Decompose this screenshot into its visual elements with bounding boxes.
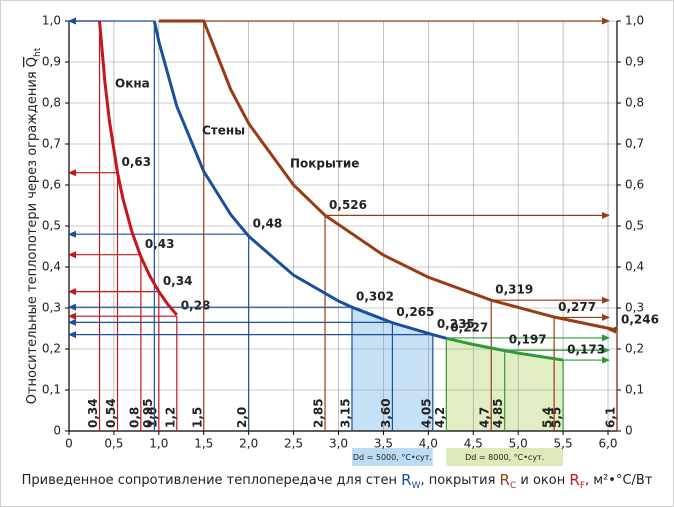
- x-tick-label: 0: [65, 437, 73, 451]
- x-marker-label: 3,15: [338, 398, 352, 428]
- x-marker-label: 1,5: [190, 407, 204, 428]
- x-marker-label: 4,85: [491, 398, 505, 428]
- value-label: 0,277: [558, 300, 596, 314]
- value-label: 0,246: [621, 313, 659, 327]
- y-axis-label: Относительные теплопотери через огражден…: [25, 47, 43, 404]
- x-marker-label: 5,5: [550, 407, 564, 428]
- x-label-part: , покрытия: [420, 473, 499, 488]
- y-tick-label: 0: [53, 424, 61, 438]
- value-label: 0,34: [163, 274, 193, 288]
- y-tick-label: 0,3: [42, 301, 61, 315]
- value-label: 0,173: [567, 343, 605, 357]
- y2-tick-label: 0,3: [625, 301, 644, 315]
- x-label-part: R: [500, 471, 510, 489]
- zone-label: Dd = 5000, °C•сут.: [353, 453, 432, 462]
- x-tick-label: 5,5: [554, 437, 573, 451]
- x-marker-label: 0,54: [104, 398, 118, 428]
- y-tick-label: 0,4: [42, 260, 61, 274]
- x-label-part: C: [510, 481, 516, 491]
- x-tick-label: 4,5: [464, 437, 483, 451]
- y2-tick-label: 0,8: [625, 96, 644, 110]
- x-tick-label: 0,5: [104, 437, 123, 451]
- value-label: 0,197: [509, 333, 547, 347]
- series-name: Покрытие: [290, 157, 359, 171]
- value-label: 0,235: [437, 317, 475, 331]
- series-line: [158, 19, 618, 332]
- x-label-part: R: [401, 471, 411, 489]
- x-tick-label: 6,0: [598, 437, 617, 451]
- y2-tick-label: 1,0: [625, 14, 644, 28]
- x-label-part: и окон: [516, 473, 569, 488]
- series-line: [98, 20, 178, 316]
- series-line: [445, 336, 564, 362]
- x-tick-label: 1,5: [194, 437, 213, 451]
- series-name: Стены: [202, 124, 245, 138]
- value-label: 0,63: [122, 155, 152, 169]
- x-marker-label: 0,95: [141, 398, 155, 428]
- value-label: 0,28: [181, 299, 211, 313]
- zone-label-box: [446, 448, 564, 466]
- x-label-part: F: [580, 481, 585, 491]
- value-label: 0,302: [356, 290, 394, 304]
- y2-tick-label: 0: [625, 424, 633, 438]
- y-label-part: Относительные теплопотери через огражден…: [25, 67, 40, 404]
- x-marker-label: 3,60: [379, 398, 393, 428]
- value-label: 0,48: [253, 217, 283, 231]
- y-tick-label: 1,0: [42, 14, 61, 28]
- series-line: [152, 20, 447, 340]
- y2-tick-label: 0,5: [625, 219, 644, 233]
- x-marker-label: 2,0: [235, 407, 249, 428]
- y-tick-label: 0,9: [42, 55, 61, 69]
- y2-tick-label: 0,7: [625, 137, 644, 151]
- x-tick-label: 2,0: [239, 437, 258, 451]
- x-marker-label: 6,1: [604, 407, 618, 428]
- x-marker-label: 4,2: [433, 407, 447, 428]
- x-marker-label: 2,85: [312, 398, 326, 428]
- y-tick-label: 0,7: [42, 137, 61, 151]
- x-marker-label: 4,7: [478, 407, 492, 428]
- x-tick-label: 5,0: [509, 437, 528, 451]
- x-marker-label: 1,0: [145, 407, 159, 428]
- y-tick-label: 0,5: [42, 219, 61, 233]
- x-marker-label: 4,05: [419, 398, 433, 428]
- y2-tick-label: 0,2: [625, 342, 644, 356]
- x-label-part: R: [569, 471, 579, 489]
- y-tick-label: 0,6: [42, 178, 61, 192]
- x-tick-label: 3,0: [329, 437, 348, 451]
- x-label-part: , м²•°C/Вт: [585, 473, 653, 488]
- value-label: 0,265: [396, 305, 434, 319]
- x-marker-label: 0,34: [86, 398, 100, 428]
- zone-label: Dd = 8000, °C•сут.: [465, 453, 544, 462]
- x-tick-label: 1,0: [149, 437, 168, 451]
- y-label-part: ht: [33, 47, 43, 57]
- x-tick-label: 4,0: [419, 437, 438, 451]
- x-label-part: W: [412, 481, 421, 491]
- x-tick-label: 2,5: [284, 437, 303, 451]
- y-label-part: Q: [25, 57, 40, 67]
- x-label-part: Приведенное сопротивление теплопередаче …: [22, 473, 402, 488]
- x-marker-label: 1,2: [163, 407, 177, 428]
- y2-tick-label: 0,6: [625, 178, 644, 192]
- y2-tick-label: 0,9: [625, 55, 644, 69]
- value-label: 0,43: [145, 237, 175, 251]
- x-axis-label: Приведенное сопротивление теплопередаче …: [22, 471, 653, 491]
- value-label: 0,227: [450, 320, 488, 334]
- x-marker-label: 5,4: [541, 407, 555, 428]
- y-tick-label: 0,8: [42, 96, 61, 110]
- y-tick-label: 0,2: [42, 342, 61, 356]
- y2-tick-label: 0,4: [625, 260, 644, 274]
- value-label: 0,319: [495, 283, 533, 297]
- x-tick-label: 3,5: [374, 437, 393, 451]
- x-marker-label: 0,8: [127, 407, 141, 428]
- zone-label-box: [351, 448, 433, 466]
- y2-tick-label: 0,1: [625, 383, 644, 397]
- series-name: Окна: [115, 77, 150, 91]
- y-tick-label: 0,1: [42, 383, 61, 397]
- value-label: 0,526: [329, 198, 367, 212]
